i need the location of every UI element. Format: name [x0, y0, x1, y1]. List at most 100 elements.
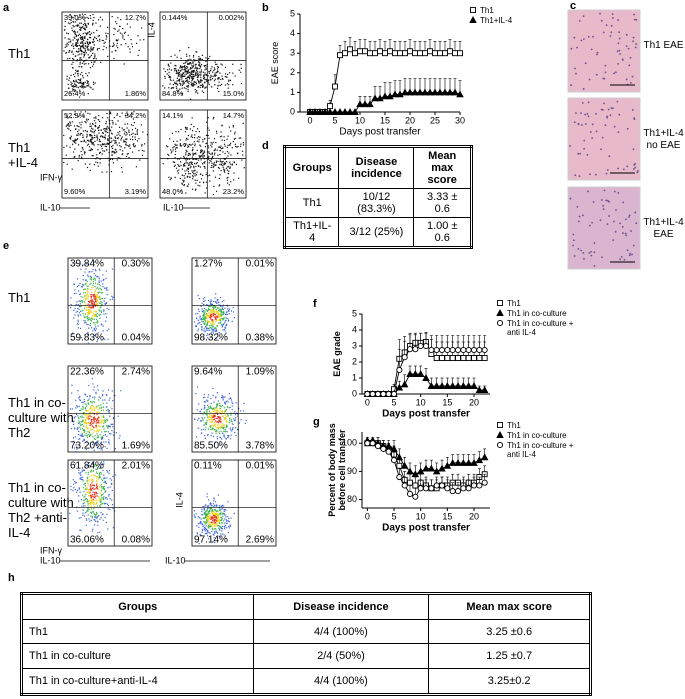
nucleus	[604, 124, 606, 126]
event-dot	[80, 306, 81, 307]
event-dot	[87, 320, 88, 321]
event-dot	[87, 396, 88, 397]
event-dot	[205, 79, 206, 80]
event-dot	[193, 84, 194, 85]
event-dot	[218, 400, 219, 401]
nucleus	[575, 112, 577, 114]
event-dot	[71, 64, 72, 65]
event-dot	[180, 65, 181, 66]
event-dot	[187, 147, 188, 148]
quadrant-percent: 34.2%	[125, 111, 147, 120]
event-dot	[110, 159, 111, 160]
event-dot	[206, 525, 207, 526]
event-dot	[215, 529, 216, 530]
event-dot	[77, 308, 78, 309]
event-dot	[225, 516, 226, 517]
y-tick-label: 2	[352, 356, 357, 366]
event-dot	[100, 490, 101, 491]
event-dot	[128, 35, 129, 36]
event-dot	[183, 185, 184, 186]
event-dot	[130, 139, 131, 140]
event-dot	[224, 419, 225, 420]
event-dot	[80, 416, 81, 417]
event-dot	[208, 82, 209, 83]
event-dot	[198, 328, 199, 329]
event-dot	[220, 421, 221, 422]
event-dot	[137, 134, 138, 135]
event-dot	[92, 500, 93, 501]
event-dot	[104, 481, 105, 482]
event-dot	[83, 430, 84, 431]
event-dot	[89, 134, 90, 135]
event-dot	[97, 144, 98, 145]
event-dot	[210, 406, 211, 407]
event-dot	[86, 52, 87, 53]
event-dot	[92, 481, 93, 482]
event-dot	[104, 503, 105, 504]
event-dot	[191, 65, 192, 66]
nucleus	[596, 54, 598, 56]
event-dot	[127, 145, 128, 146]
event-dot	[66, 33, 67, 34]
event-dot	[82, 515, 83, 516]
event-dot	[80, 475, 81, 476]
event-dot	[66, 44, 67, 45]
event-dot	[86, 17, 87, 18]
event-dot	[87, 477, 88, 478]
event-dot	[78, 417, 79, 418]
event-dot	[89, 521, 90, 522]
event-dot	[197, 313, 198, 314]
event-dot	[75, 482, 76, 483]
event-dot	[78, 79, 79, 80]
event-dot	[93, 142, 94, 143]
event-dot	[218, 416, 219, 417]
plot-frame	[62, 110, 148, 198]
nucleus	[610, 114, 612, 116]
event-dot	[107, 330, 108, 331]
event-dot	[188, 83, 189, 84]
event-dot	[85, 280, 86, 281]
event-dot	[205, 515, 206, 516]
event-dot	[219, 168, 220, 169]
event-dot	[102, 400, 103, 401]
event-dot	[220, 426, 221, 427]
event-dot	[99, 500, 100, 501]
event-dot	[221, 397, 222, 398]
nucleus	[628, 216, 630, 218]
event-dot	[222, 309, 223, 310]
event-dot	[188, 165, 189, 166]
event-dot	[124, 131, 125, 132]
event-dot	[208, 157, 209, 158]
event-dot	[74, 284, 75, 285]
event-dot	[98, 389, 99, 390]
event-dot	[77, 42, 78, 43]
event-dot	[232, 321, 233, 322]
event-dot	[84, 298, 85, 299]
event-dot	[90, 294, 91, 295]
histology-image	[568, 10, 640, 92]
event-dot	[227, 318, 228, 319]
event-dot	[193, 59, 194, 60]
x-tick-label: 5	[391, 511, 396, 521]
event-dot	[92, 23, 93, 24]
event-dot	[135, 139, 136, 140]
event-dot	[86, 25, 87, 26]
event-dot	[197, 73, 198, 74]
event-dot	[202, 420, 203, 421]
event-dot	[87, 410, 88, 411]
nucleus	[608, 201, 610, 203]
event-dot	[170, 79, 171, 80]
event-dot	[203, 301, 204, 302]
event-dot	[229, 126, 230, 127]
nucleus	[619, 38, 621, 40]
event-dot	[193, 65, 194, 66]
event-dot	[69, 137, 70, 138]
event-dot	[87, 504, 88, 505]
nucleus	[570, 84, 572, 86]
event-dot	[79, 66, 80, 67]
event-dot	[186, 151, 187, 152]
axis-label: IFN-γ	[40, 545, 62, 555]
event-dot	[109, 494, 110, 495]
event-dot	[97, 478, 98, 479]
event-dot	[231, 402, 232, 403]
